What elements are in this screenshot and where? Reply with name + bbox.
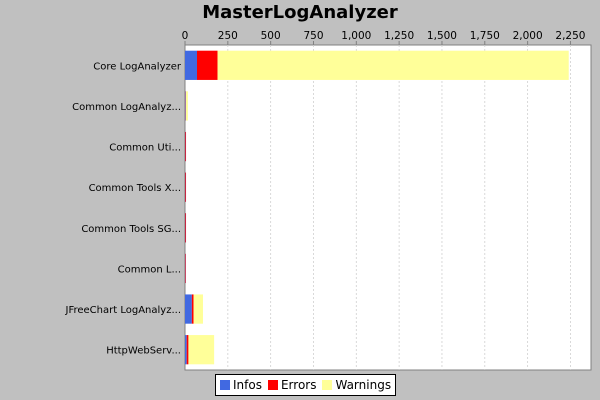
chart-title: MasterLogAnalyzer xyxy=(202,2,398,23)
bars xyxy=(185,50,569,365)
bar-errors-6 xyxy=(191,294,194,324)
legend-label-infos: Infos xyxy=(233,378,262,392)
legend-item-errors: Errors xyxy=(267,378,317,392)
x-tick-label-7: 1,750 xyxy=(470,30,500,42)
bar-errors-7 xyxy=(186,335,189,365)
bar-errors-0 xyxy=(196,50,218,80)
plot-area xyxy=(184,44,592,371)
bar-infos-1 xyxy=(185,91,186,121)
y-axis: Core LogAnalyzer Common LogAnalyz... Commo… xyxy=(65,61,182,356)
bar-infos-6 xyxy=(185,294,192,324)
category-label-2: Common Uti... xyxy=(109,143,181,154)
x-tick-label-9: 2,250 xyxy=(555,30,585,42)
legend: Infos Errors Warnings xyxy=(215,374,397,396)
bar-warnings-6 xyxy=(193,294,203,324)
legend-item-warnings: Warnings xyxy=(322,378,391,392)
category-label-4: Common Tools SG... xyxy=(81,224,181,235)
legend-item-infos: Infos xyxy=(220,378,262,392)
bar-errors-5 xyxy=(185,253,186,284)
category-label-6: JFreeChart LogAnalyz... xyxy=(65,305,181,316)
x-tick-label-4: 1,000 xyxy=(341,30,371,42)
category-label-5: Common L... xyxy=(118,264,181,275)
legend-swatch-infos xyxy=(220,380,230,390)
bar-warnings-1 xyxy=(185,91,188,121)
bar-infos-7 xyxy=(185,335,187,365)
bar-errors-3 xyxy=(185,172,187,202)
category-label-1: Common LogAnalyz... xyxy=(72,102,181,113)
bar-warnings-0 xyxy=(217,50,569,80)
x-axis: 0 250 500 750 1,000 1,250 1,500 1,750 2,000 2,250 xyxy=(182,30,585,45)
x-tick-label-6: 1,500 xyxy=(427,30,457,42)
bar-errors-4 xyxy=(185,213,187,243)
legend-swatch-errors xyxy=(267,380,278,390)
x-tick-label-0: 0 xyxy=(182,30,189,42)
x-tick-label-8: 2,000 xyxy=(513,30,543,42)
legend-swatch-warnings xyxy=(322,380,333,390)
category-label-7: HttpWebServ... xyxy=(106,346,181,357)
bar-errors-2 xyxy=(185,131,187,162)
x-tick-label-2: 500 xyxy=(261,30,281,42)
category-label-0: Core LogAnalyzer xyxy=(93,61,182,72)
bar-warnings-7 xyxy=(188,335,215,365)
x-tick-label-5: 1,250 xyxy=(384,30,414,42)
x-tick-label-1: 250 xyxy=(218,30,238,42)
legend-label-errors: Errors xyxy=(280,378,317,392)
x-tick-label-3: 750 xyxy=(303,30,323,42)
legend-label-warnings: Warnings xyxy=(335,378,392,392)
bar-infos-0 xyxy=(185,50,197,80)
category-label-3: Common Tools X... xyxy=(89,183,181,194)
